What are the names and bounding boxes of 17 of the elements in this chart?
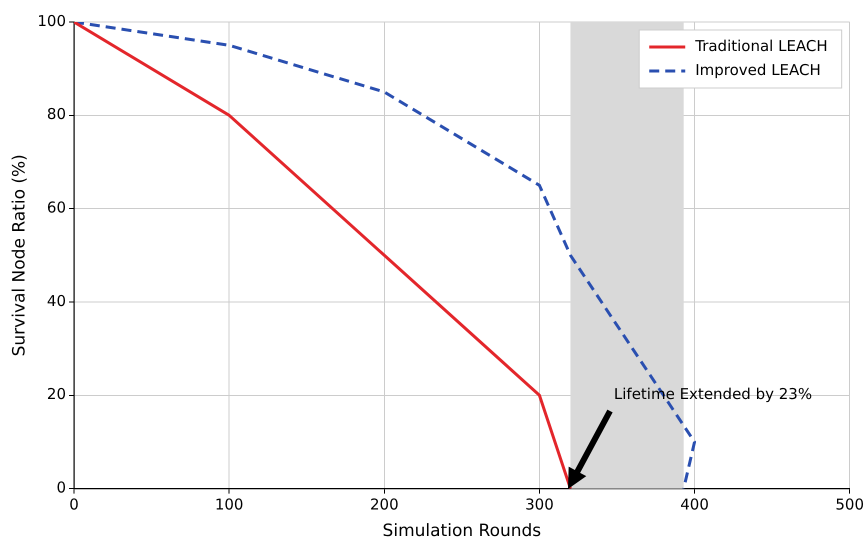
x-axis-title: Simulation Rounds [382, 521, 542, 542]
legend-label: Traditional LEACH [694, 36, 828, 55]
y-tick-label: 60 [46, 198, 66, 217]
x-tick-label: 100 [214, 495, 244, 514]
y-tick-label: 0 [56, 478, 66, 496]
x-tick-label: 400 [680, 495, 709, 514]
y-tick-label: 80 [46, 105, 66, 124]
y-tick-label: 40 [46, 292, 66, 310]
annotation: Lifetime Extended by 23% [614, 384, 812, 403]
x-tick-label: 200 [370, 495, 399, 514]
y-tick-label: 100 [37, 12, 66, 30]
x-tick-label: 300 [525, 495, 554, 514]
y-axis-title: Survival Node Ratio (%) [10, 154, 30, 356]
x-tick-label: 500 [835, 495, 864, 514]
x-tick-label: 0 [69, 495, 79, 514]
legend-label: Improved LEACH [695, 60, 821, 79]
y-tick-label: 20 [46, 385, 66, 404]
